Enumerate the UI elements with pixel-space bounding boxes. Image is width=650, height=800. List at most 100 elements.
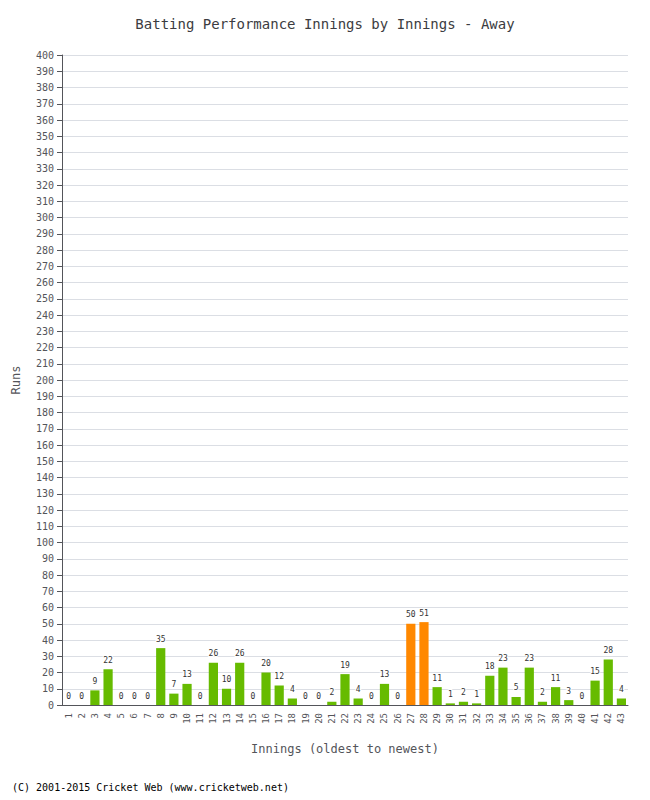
svg-text:2: 2 [461, 688, 466, 697]
svg-text:3: 3 [566, 687, 571, 696]
svg-text:7: 7 [171, 680, 176, 689]
svg-text:4: 4 [290, 685, 295, 694]
svg-text:340: 340 [36, 147, 54, 158]
svg-text:4: 4 [356, 685, 361, 694]
svg-text:130: 130 [36, 488, 54, 499]
svg-text:20: 20 [261, 659, 271, 668]
svg-text:210: 210 [36, 358, 54, 369]
svg-text:37: 37 [537, 713, 547, 724]
svg-text:11: 11 [432, 674, 442, 683]
svg-text:27: 27 [406, 713, 416, 724]
svg-text:0: 0 [395, 692, 400, 701]
svg-text:Batting Performance Innings by: Batting Performance Innings by Innings -… [135, 16, 514, 32]
svg-text:28: 28 [603, 646, 613, 655]
svg-text:0: 0 [119, 692, 124, 701]
svg-text:0: 0 [66, 692, 71, 701]
svg-text:0: 0 [316, 692, 321, 701]
svg-text:1: 1 [474, 690, 479, 699]
svg-text:380: 380 [36, 82, 54, 93]
svg-text:80: 80 [42, 570, 54, 581]
svg-text:90: 90 [42, 553, 54, 564]
svg-text:11: 11 [195, 713, 205, 724]
svg-text:26: 26 [393, 713, 403, 724]
svg-text:1: 1 [64, 713, 74, 718]
svg-text:180: 180 [36, 407, 54, 418]
svg-text:50: 50 [406, 610, 416, 619]
svg-text:35: 35 [156, 635, 166, 644]
svg-text:370: 370 [36, 98, 54, 109]
svg-text:8: 8 [156, 713, 166, 718]
svg-text:50: 50 [42, 618, 54, 629]
svg-text:320: 320 [36, 180, 54, 191]
svg-text:9: 9 [92, 677, 97, 686]
svg-text:Innings (oldest to newest): Innings (oldest to newest) [251, 742, 439, 756]
svg-text:13: 13 [182, 670, 192, 679]
svg-text:19: 19 [301, 713, 311, 724]
svg-text:170: 170 [36, 423, 54, 434]
svg-text:300: 300 [36, 212, 54, 223]
svg-text:38: 38 [551, 713, 561, 724]
svg-text:260: 260 [36, 277, 54, 288]
svg-text:270: 270 [36, 261, 54, 272]
svg-text:240: 240 [36, 310, 54, 321]
svg-text:0: 0 [580, 692, 585, 701]
svg-text:390: 390 [36, 66, 54, 77]
svg-text:5: 5 [514, 683, 519, 692]
svg-text:29: 29 [432, 713, 442, 724]
svg-text:11: 11 [551, 674, 561, 683]
svg-text:280: 280 [36, 245, 54, 256]
svg-text:10: 10 [182, 713, 192, 724]
svg-text:23: 23 [353, 713, 363, 724]
svg-text:36: 36 [524, 713, 534, 724]
svg-text:0: 0 [79, 692, 84, 701]
svg-text:10: 10 [222, 675, 232, 684]
svg-text:18: 18 [485, 662, 495, 671]
svg-text:34: 34 [498, 713, 508, 724]
svg-text:0: 0 [48, 700, 54, 711]
svg-text:7: 7 [143, 713, 153, 718]
svg-text:0: 0 [369, 692, 374, 701]
svg-text:43: 43 [616, 713, 626, 724]
svg-text:26: 26 [235, 649, 245, 658]
svg-text:190: 190 [36, 391, 54, 402]
svg-text:4: 4 [619, 685, 624, 694]
svg-text:21: 21 [327, 713, 337, 724]
svg-text:30: 30 [445, 713, 455, 724]
svg-text:150: 150 [36, 456, 54, 467]
svg-text:2: 2 [329, 688, 334, 697]
svg-text:31: 31 [458, 713, 468, 724]
svg-text:290: 290 [36, 228, 54, 239]
svg-text:26: 26 [209, 649, 219, 658]
svg-text:0: 0 [303, 692, 308, 701]
svg-text:22: 22 [103, 656, 113, 665]
svg-text:15: 15 [248, 713, 258, 724]
svg-text:0: 0 [145, 692, 150, 701]
svg-text:360: 360 [36, 115, 54, 126]
svg-text:200: 200 [36, 375, 54, 386]
svg-text:2: 2 [77, 713, 87, 718]
svg-text:310: 310 [36, 196, 54, 207]
svg-text:32: 32 [472, 713, 482, 724]
svg-text:12: 12 [208, 713, 218, 724]
svg-text:15: 15 [590, 667, 600, 676]
svg-text:22: 22 [340, 713, 350, 724]
svg-text:18: 18 [287, 713, 297, 724]
svg-text:140: 140 [36, 472, 54, 483]
svg-text:2: 2 [540, 688, 545, 697]
svg-text:9: 9 [169, 713, 179, 718]
svg-text:40: 40 [577, 713, 587, 724]
svg-text:16: 16 [261, 713, 271, 724]
svg-text:220: 220 [36, 342, 54, 353]
svg-text:Runs: Runs [9, 366, 23, 395]
svg-text:41: 41 [590, 713, 600, 724]
svg-text:17: 17 [274, 713, 284, 724]
svg-text:39: 39 [564, 713, 574, 724]
svg-text:10: 10 [42, 683, 54, 694]
svg-text:6: 6 [129, 713, 139, 718]
svg-text:250: 250 [36, 293, 54, 304]
svg-text:25: 25 [379, 713, 389, 724]
svg-text:1: 1 [448, 690, 453, 699]
svg-text:160: 160 [36, 440, 54, 451]
svg-text:0: 0 [250, 692, 255, 701]
svg-text:35: 35 [511, 713, 521, 724]
